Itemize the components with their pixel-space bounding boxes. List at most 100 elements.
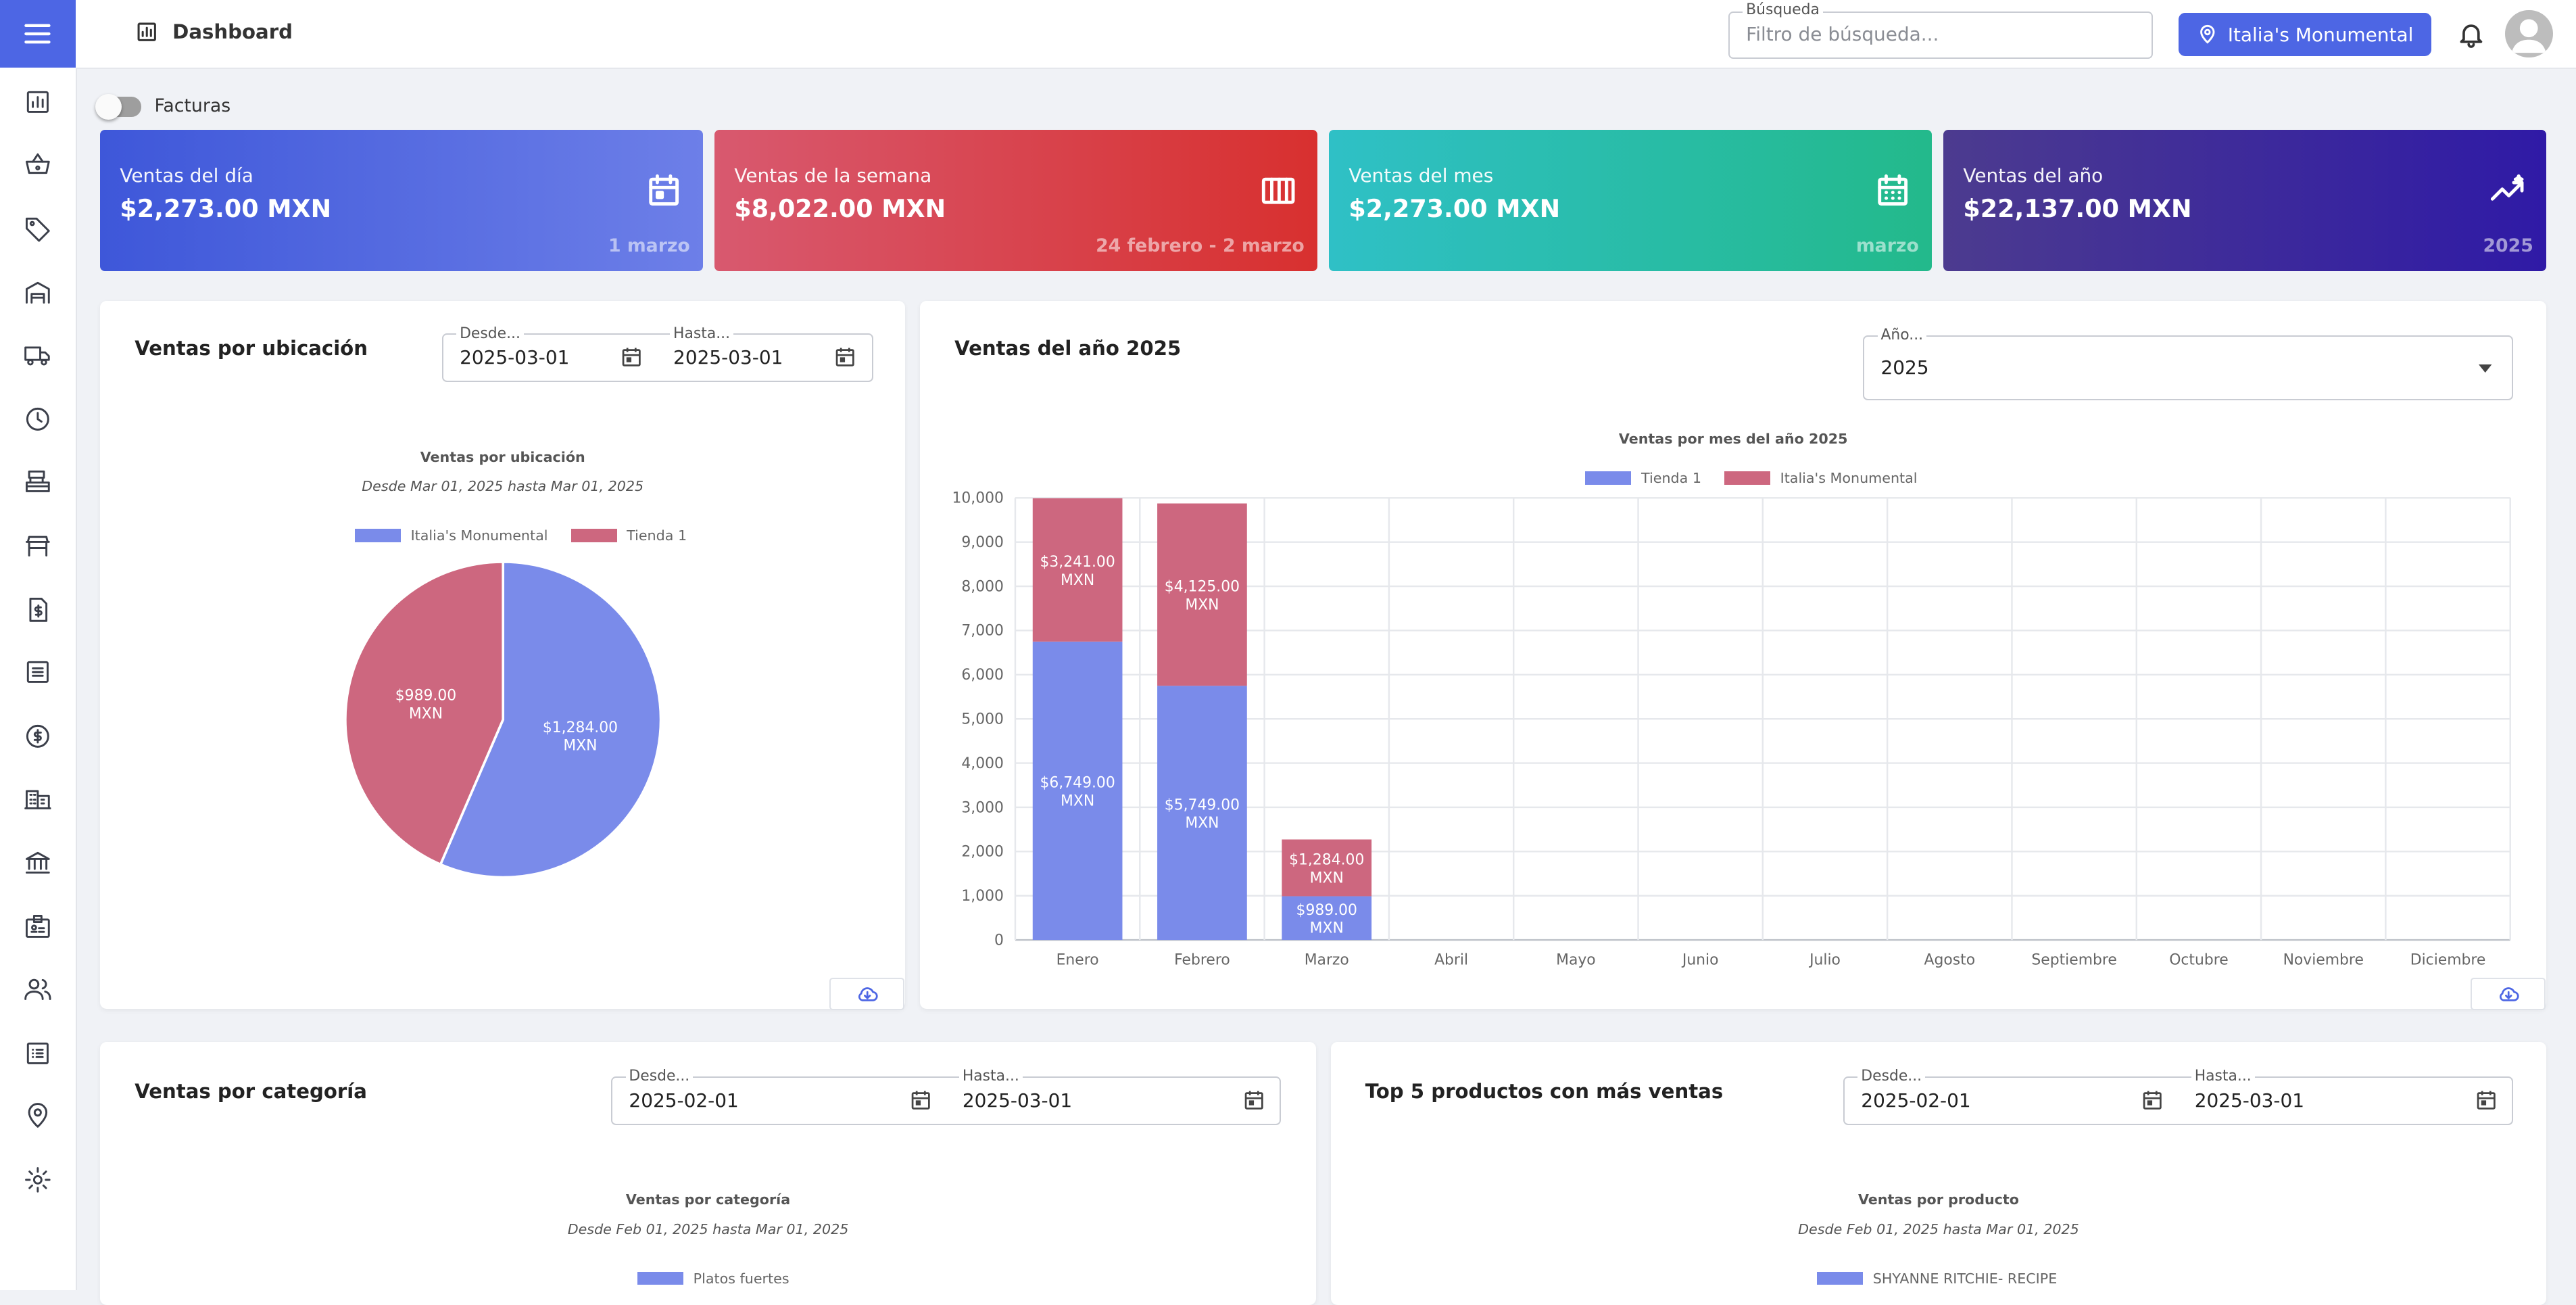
pie-chart-title: Ventas por ubicación	[420, 448, 585, 465]
building-icon	[24, 790, 51, 810]
legend-label: Italia's Monumental	[1780, 470, 1918, 487]
dropdown-caret-icon	[2479, 364, 2492, 373]
sidebar-item-tag[interactable]	[22, 212, 55, 245]
bar-segment[interactable]	[1032, 498, 1123, 642]
sidebar-item-checklist[interactable]	[22, 1037, 55, 1070]
settings-icon	[25, 1167, 51, 1193]
location-label: Italia's Monumental	[2227, 23, 2414, 46]
location-date-range: Desde... 2025-03-01 Hasta... 2025-03-01	[441, 325, 874, 383]
cloud-download-icon	[858, 987, 878, 1001]
avatar[interactable]	[2505, 9, 2553, 58]
to-date-value[interactable]: 2025-03-01	[673, 346, 783, 369]
legend-swatch	[570, 529, 617, 542]
from-date-label: Desde...	[1857, 1068, 1925, 1085]
legend-swatch	[354, 529, 402, 542]
stat-value: $2,273.00 MXN	[120, 193, 332, 223]
y-tick-label: 5,000	[961, 711, 1004, 728]
year-select-label: Año...	[1877, 327, 1926, 344]
bar-segment[interactable]	[1157, 503, 1247, 686]
legend-swatch	[1724, 471, 1771, 485]
sidebar-item-settings[interactable]	[22, 1164, 55, 1197]
stat-value: $22,137.00 MXN	[1963, 193, 2192, 223]
bar-segment[interactable]	[1157, 686, 1247, 941]
menu-toggle-button[interactable]	[0, 0, 76, 68]
year-panel-title: Ventas del año 2025	[954, 337, 1182, 360]
from-date-value[interactable]: 2025-03-01	[460, 346, 570, 369]
slice-value-label: $989.00	[395, 688, 456, 705]
download-location-chart-button[interactable]	[829, 978, 905, 1010]
sidebar-item-cash-register[interactable]	[22, 465, 55, 498]
sidebar-item-dollar-circle[interactable]	[22, 720, 55, 753]
bar-value-label: $3,241.00	[1040, 554, 1115, 571]
legend-swatch	[1585, 471, 1632, 485]
calendar-icon[interactable]	[619, 345, 643, 369]
from-date-label: Desde...	[625, 1068, 694, 1085]
legend-label: Tienda 1	[1641, 470, 1701, 487]
bell-icon[interactable]	[2456, 20, 2486, 49]
sidebar-item-dashboard[interactable]	[22, 85, 55, 118]
legend-label: Italia's Monumental	[410, 527, 548, 544]
hamburger-icon	[24, 24, 51, 44]
location-selector-button[interactable]: Italia's Monumental	[2178, 13, 2432, 56]
x-tick-label: Enero	[1056, 952, 1099, 969]
calendar-icon[interactable]	[2140, 1088, 2164, 1112]
search-input[interactable]	[1743, 21, 2136, 47]
sidebar-item-basket[interactable]	[22, 148, 55, 181]
x-tick-label: Febrero	[1174, 952, 1230, 969]
to-date-value[interactable]: 2025-03-01	[962, 1089, 1073, 1112]
dollar-circle-icon	[26, 724, 49, 748]
sidebar-item-invoice-dollar[interactable]	[22, 593, 55, 626]
view-week-icon	[1259, 171, 1298, 210]
invoices-toggle-label: Facturas	[154, 95, 231, 116]
y-tick-label: 2,000	[961, 844, 1004, 861]
sidebar-item-clock[interactable]	[22, 402, 55, 435]
sidebar-item-id-badge[interactable]	[22, 910, 55, 943]
legend-label: Tienda 1	[627, 527, 687, 544]
bar-unit-label: MXN	[1310, 870, 1344, 886]
category-legend: Platos fuertes	[637, 1271, 789, 1287]
sidebar-item-users[interactable]	[22, 973, 55, 1006]
invoices-toggle[interactable]	[95, 93, 142, 120]
download-year-chart-button[interactable]	[2471, 978, 2546, 1010]
to-date-label: Hasta...	[958, 1068, 1023, 1085]
to-date-value[interactable]: 2025-03-01	[2194, 1089, 2305, 1112]
stat-value: $2,273.00 MXN	[1348, 193, 1561, 223]
sidebar-item-building[interactable]	[22, 782, 55, 815]
pie-slice[interactable]	[343, 561, 504, 867]
legend-label: Platos fuertes	[693, 1270, 789, 1287]
search-field[interactable]: Búsqueda	[1728, 1, 2154, 59]
stat-title: Ventas de la semana	[734, 164, 932, 187]
user-avatar-icon	[2512, 18, 2547, 53]
year-select[interactable]: Año... 2025	[1863, 327, 2513, 401]
bar-segment[interactable]	[1282, 896, 1372, 941]
from-date-value[interactable]: 2025-02-01	[629, 1089, 739, 1112]
from-date-label: Desde...	[456, 325, 524, 342]
sidebar-item-store[interactable]	[22, 529, 55, 563]
category-chart-title: Ventas por categoría	[625, 1191, 791, 1208]
stat-card: Ventas del día $2,273.00 MXN 1 marzo	[100, 130, 704, 272]
sidebar-item-list[interactable]	[22, 656, 55, 689]
sidebar-item-warehouse[interactable]	[22, 276, 55, 309]
calendar-icon[interactable]	[1242, 1088, 1266, 1112]
stat-title: Ventas del día	[120, 164, 253, 187]
bar-value-label: $4,125.00	[1165, 579, 1240, 596]
pie-slice[interactable]	[438, 561, 662, 879]
category-date-range: Desde... 2025-02-01 Hasta... 2025-03-01	[611, 1068, 1281, 1125]
location-pin-icon	[2200, 25, 2215, 44]
sidebar-item-location-pin[interactable]	[22, 1099, 55, 1133]
stat-value: $8,022.00 MXN	[734, 193, 946, 223]
calendar-icon[interactable]	[2474, 1088, 2498, 1112]
calendar-icon[interactable]	[908, 1088, 933, 1112]
bar-segment[interactable]	[1032, 641, 1123, 941]
sidebar-item-bank[interactable]	[22, 847, 55, 880]
invoice-dollar-icon	[29, 597, 48, 622]
bank-icon	[26, 851, 50, 874]
search-label: Búsqueda	[1743, 1, 1823, 18]
bar-segment[interactable]	[1282, 839, 1372, 897]
x-tick-label: Julio	[1808, 952, 1841, 969]
calendar-icon[interactable]	[833, 345, 857, 369]
from-date-value[interactable]: 2025-02-01	[1861, 1089, 1971, 1112]
basket-icon	[26, 153, 50, 174]
calendar-icon	[644, 171, 683, 210]
sidebar-item-truck[interactable]	[22, 339, 55, 372]
